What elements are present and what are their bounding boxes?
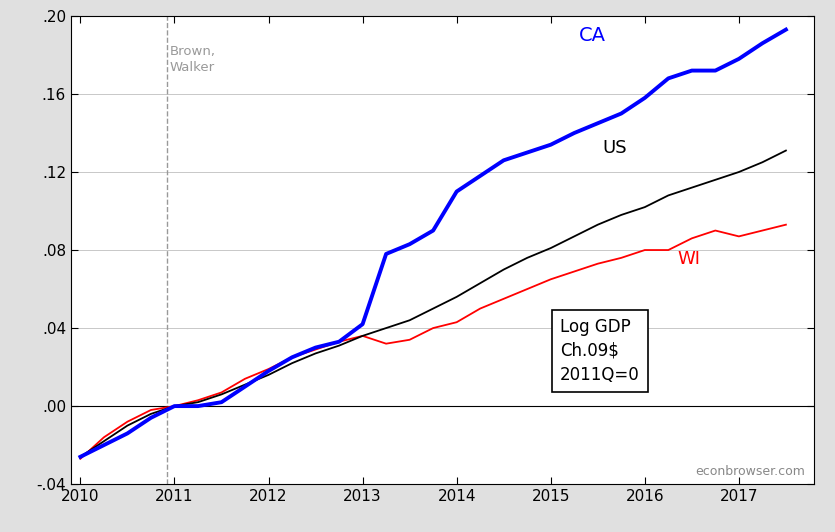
Text: CA: CA — [579, 26, 606, 45]
Text: US: US — [603, 138, 627, 156]
Text: WI: WI — [678, 250, 701, 268]
Text: econbrowser.com: econbrowser.com — [695, 466, 805, 478]
Text: Brown,
Walker: Brown, Walker — [170, 45, 215, 74]
Text: Log GDP
Ch.09$
2011Q=0: Log GDP Ch.09$ 2011Q=0 — [560, 318, 640, 384]
